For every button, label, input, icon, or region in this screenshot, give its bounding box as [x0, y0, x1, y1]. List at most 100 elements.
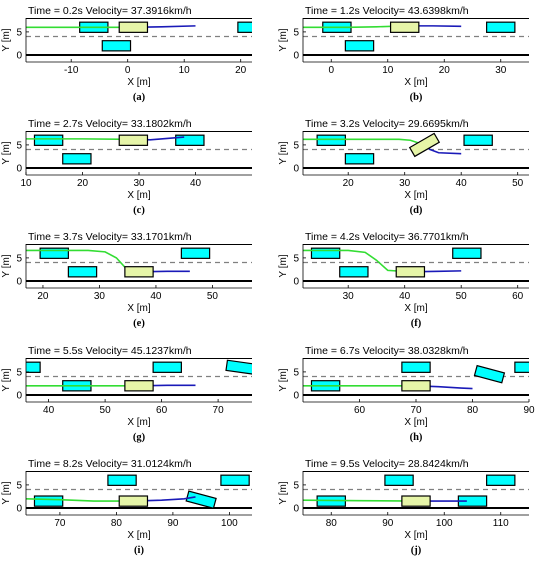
x-tick-label: 50 — [100, 405, 112, 416]
x-tick-label: 60 — [156, 405, 168, 416]
panel-title: Time = 3.2s Velocity= 29.6695km/h — [305, 118, 469, 130]
x-tick-label: 30 — [133, 178, 145, 189]
x-tick-label: 50 — [512, 178, 524, 189]
y-axis-label: Y [m] — [278, 141, 289, 164]
ego-vehicle — [118, 134, 149, 146]
obstacle-vehicle — [514, 361, 529, 373]
y-axis-label: Y [m] — [278, 481, 289, 504]
y-axis-label: Y [m] — [1, 254, 12, 277]
y-tick-label: 0 — [293, 51, 299, 62]
x-tick-label: 10 — [20, 178, 32, 189]
panel-0: Time = 0.2s Velocity= 37.3916km/h 0 5 -10 0 1… — [1, 5, 252, 103]
panel-title: Time = 9.5s Velocity= 28.8424km/h — [305, 458, 469, 470]
y-tick-label: 0 — [293, 391, 299, 402]
x-tick-label: 110 — [493, 518, 509, 529]
ego-vehicle — [118, 21, 149, 33]
x-tick-label: 90 — [523, 405, 535, 416]
ego-vehicle — [389, 21, 420, 33]
y-axis-label: Y [m] — [1, 28, 12, 51]
obstacle-vehicle — [310, 247, 341, 259]
panel-5: Time = 4.2s Velocity= 36.7701km/h 0 5 30 40 5… — [278, 231, 529, 329]
x-tick-label: 0 — [328, 65, 334, 76]
panel-title: Time = 8.2s Velocity= 31.0124km/h — [28, 458, 192, 470]
x-tick-label: -10 — [64, 65, 79, 76]
y-tick-label: 0 — [293, 164, 299, 175]
obstacle-vehicle — [344, 40, 375, 52]
obstacle-vehicle — [180, 247, 211, 259]
plot-area — [26, 358, 252, 397]
x-tick-label: 10 — [179, 65, 191, 76]
subfigure-label: (a) — [133, 92, 146, 103]
x-tick-label: 10 — [382, 65, 394, 76]
obstacle-vehicle — [26, 361, 41, 373]
y-axis-label: Y [m] — [278, 28, 289, 51]
plot-area — [303, 358, 529, 397]
x-axis-label: X [m] — [127, 190, 151, 201]
x-axis-label: X [m] — [404, 77, 428, 88]
y-tick-label: 5 — [293, 27, 299, 38]
obstacle-vehicle — [452, 247, 482, 259]
x-axis-label: X [m] — [127, 530, 151, 541]
y-axis-label: Y [m] — [278, 368, 289, 391]
plot-area — [303, 131, 529, 170]
plot-area — [303, 18, 529, 57]
y-tick-label: 5 — [16, 140, 22, 151]
panel-1: Time = 1.2s Velocity= 43.6398km/h 0 5 0 10 20… — [278, 5, 529, 103]
panel-title: Time = 5.5s Velocity= 45.1237km/h — [28, 345, 192, 357]
x-tick-label: 50 — [456, 291, 468, 302]
x-tick-label: 60 — [354, 405, 366, 416]
plot-area — [303, 244, 529, 283]
y-tick-label: 0 — [16, 277, 22, 288]
ego-vehicle — [401, 495, 431, 507]
obstacle-vehicle — [486, 21, 516, 33]
obstacle-vehicle — [67, 266, 98, 278]
y-tick-label: 5 — [16, 253, 22, 264]
x-tick-label: 40 — [43, 405, 55, 416]
x-tick-label: 30 — [343, 291, 355, 302]
x-tick-label: 100 — [221, 518, 238, 529]
x-tick-label: 40 — [150, 291, 162, 302]
y-axis-label: Y [m] — [1, 368, 12, 391]
y-tick-label: 0 — [16, 391, 22, 402]
x-tick-label: 60 — [512, 291, 524, 302]
panel-title: Time = 6.7s Velocity= 38.0328km/h — [305, 345, 469, 357]
x-tick-label: 20 — [37, 291, 49, 302]
obstacle-vehicle — [152, 361, 182, 373]
obstacle-vehicle — [62, 153, 92, 165]
subfigure-label: (g) — [133, 432, 146, 443]
ego-vehicle — [124, 266, 154, 278]
panel-title: Time = 4.2s Velocity= 36.7701km/h — [305, 231, 469, 243]
x-axis-label: X [m] — [127, 303, 151, 314]
x-tick-label: 40 — [399, 291, 411, 302]
x-tick-label: 20 — [77, 178, 89, 189]
x-tick-label: 70 — [213, 405, 225, 416]
y-tick-label: 5 — [293, 140, 299, 151]
obstacle-vehicle — [175, 134, 205, 146]
x-axis-label: X [m] — [404, 417, 428, 428]
x-tick-label: 50 — [207, 291, 219, 302]
panel-title: Time = 3.7s Velocity= 33.1701km/h — [28, 231, 192, 243]
x-tick-label: 90 — [167, 518, 179, 529]
obstacle-vehicle — [316, 134, 346, 146]
plot-area — [26, 131, 252, 170]
subfigure-label: (h) — [410, 432, 423, 443]
ego-vehicle — [118, 495, 149, 507]
x-tick-label: 40 — [456, 178, 468, 189]
y-tick-label: 0 — [16, 164, 22, 175]
subfigure-label: (f) — [411, 318, 422, 329]
obstacle-vehicle — [185, 490, 217, 510]
y-tick-label: 0 — [16, 504, 22, 515]
y-tick-label: 5 — [293, 480, 299, 491]
y-tick-label: 5 — [16, 367, 22, 378]
x-tick-label: 20 — [235, 65, 247, 76]
y-tick-label: 5 — [293, 367, 299, 378]
ego-vehicle — [408, 132, 441, 158]
subfigure-label: (e) — [133, 318, 145, 329]
x-axis-label: X [m] — [404, 190, 428, 201]
subfigure-label: (i) — [134, 545, 144, 556]
x-tick-label: 80 — [326, 518, 338, 529]
x-tick-label: 20 — [343, 178, 355, 189]
obstacle-vehicle — [220, 474, 250, 486]
x-axis-label: X [m] — [404, 530, 428, 541]
